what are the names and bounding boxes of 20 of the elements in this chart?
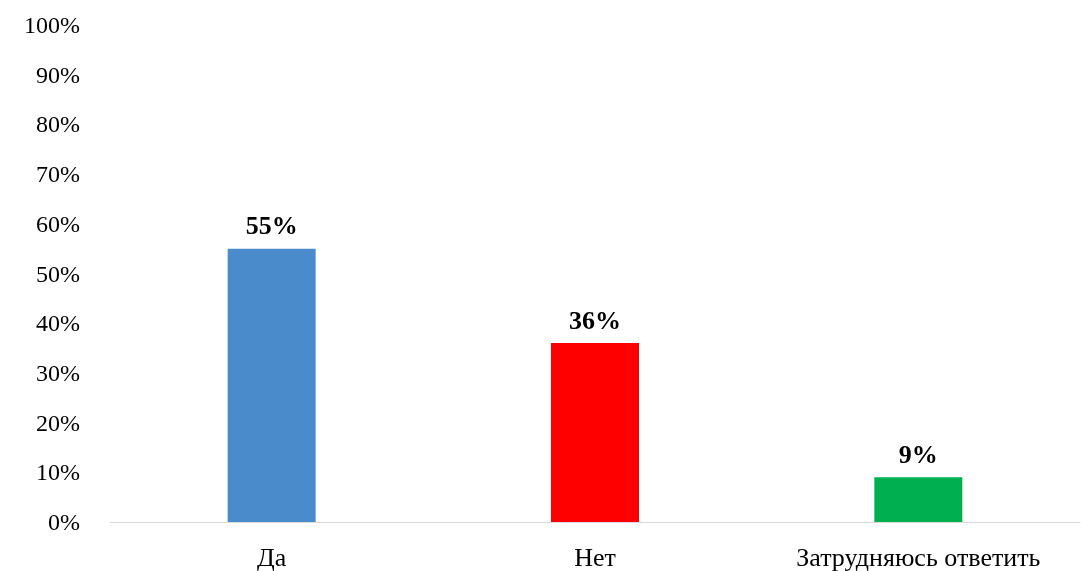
y-tick-label: 90% [36,61,80,88]
y-tick-label: 100% [24,12,80,38]
y-tick-label: 10% [36,459,80,486]
bar [227,248,316,522]
x-tick-label: Да [257,542,287,571]
data-label: 36% [569,305,621,335]
bar [874,477,963,522]
data-label: 55% [245,211,298,241]
y-tick-label: 40% [36,310,80,337]
y-tick-label: 70% [36,161,80,188]
x-tick-label: Затрудняюсь ответить [796,542,1041,571]
bar [551,343,639,522]
y-tick-label: 0% [48,509,80,535]
y-tick-label: 50% [36,260,80,287]
x-tick-label: Нет [574,542,616,571]
y-tick-label: 80% [36,111,80,138]
y-tick-label: 30% [36,359,80,386]
y-tick-label: 20% [36,409,80,436]
data-label: 9% [898,439,938,469]
y-tick-label: 60% [36,210,80,237]
